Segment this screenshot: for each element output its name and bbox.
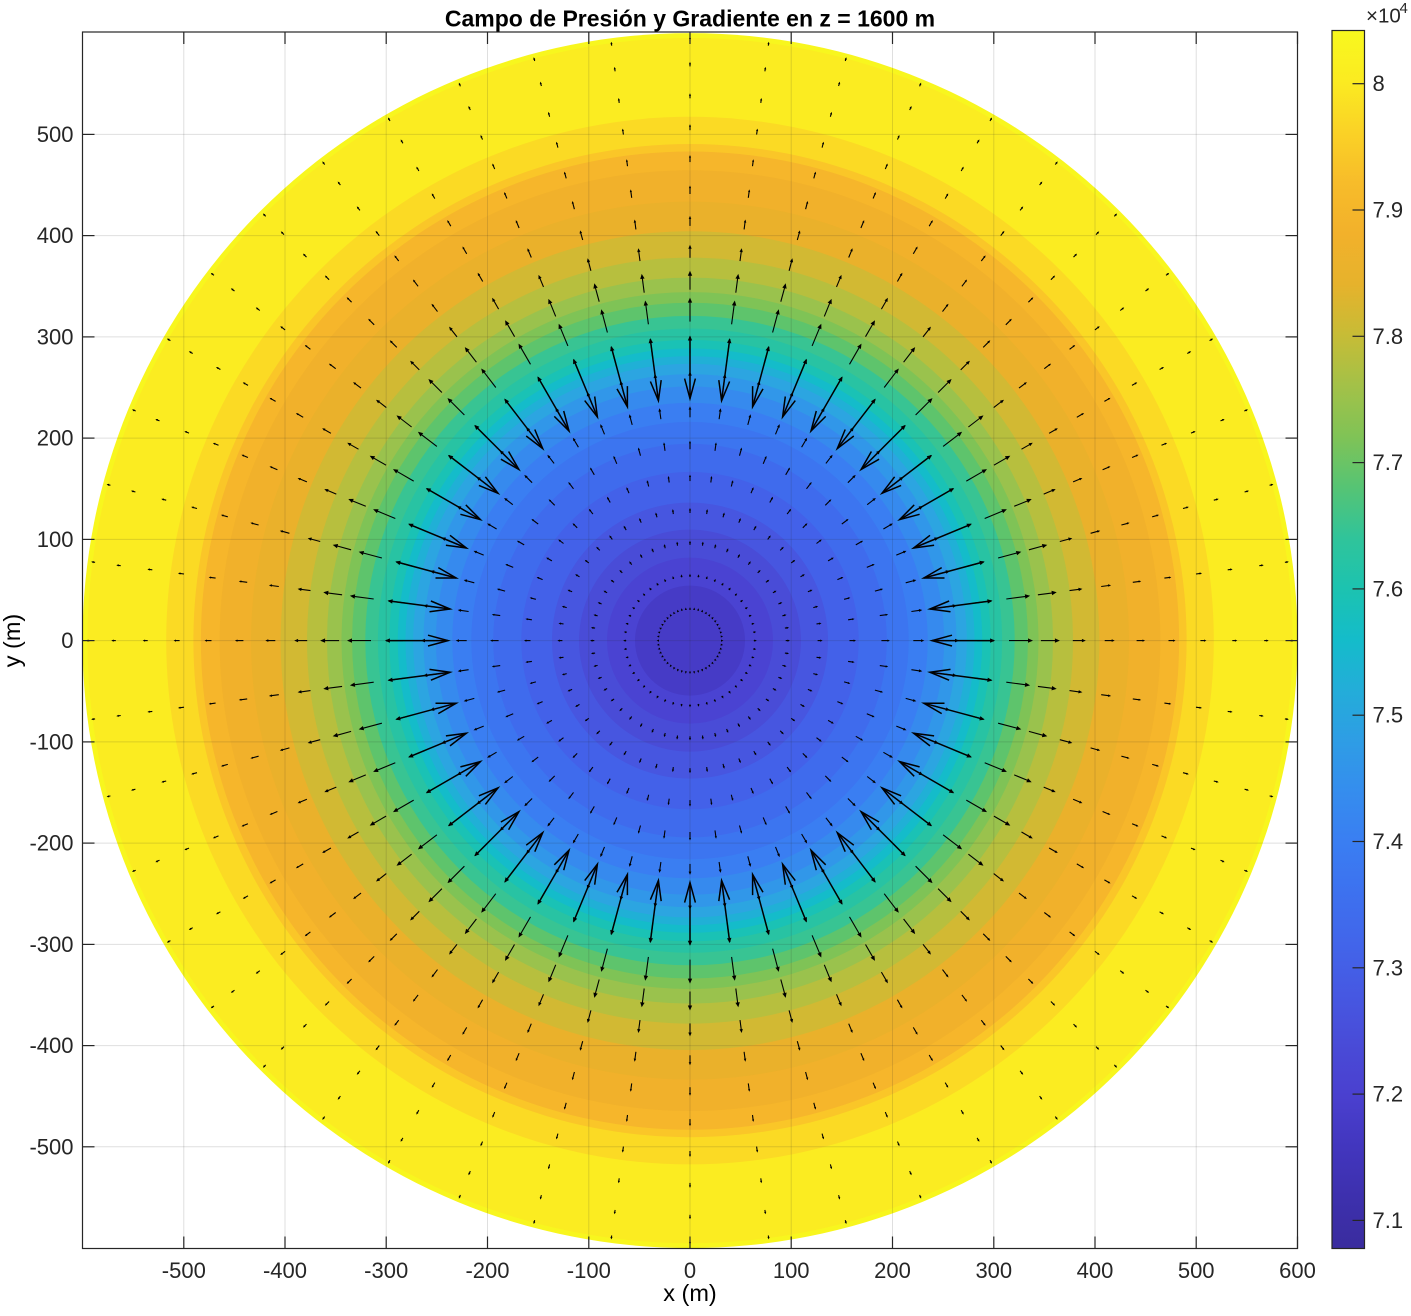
svg-text:-200: -200 [465,1258,509,1283]
svg-text:500: 500 [37,122,74,147]
svg-text:7.2: 7.2 [1373,1082,1404,1107]
svg-text:4: 4 [1400,0,1408,17]
svg-text:7.6: 7.6 [1373,576,1404,601]
svg-text:400: 400 [37,223,74,248]
svg-text:300: 300 [37,324,74,349]
svg-text:-400: -400 [29,1033,73,1058]
svg-text:500: 500 [1178,1258,1215,1283]
svg-text:-100: -100 [29,729,73,754]
svg-text:7.4: 7.4 [1373,829,1404,854]
svg-text:-400: -400 [263,1258,307,1283]
svg-text:-500: -500 [29,1134,73,1159]
svg-text:7.1: 7.1 [1373,1208,1404,1233]
svg-text:200: 200 [874,1258,911,1283]
svg-text:600: 600 [1279,1258,1316,1283]
svg-text:7.3: 7.3 [1373,955,1404,980]
svg-text:7.8: 7.8 [1373,324,1404,349]
svg-text:-500: -500 [162,1258,206,1283]
svg-text:0: 0 [61,628,73,653]
svg-text:7.7: 7.7 [1373,450,1404,475]
svg-text:7.5: 7.5 [1373,703,1404,728]
svg-text:x (m): x (m) [663,1280,717,1306]
svg-text:7.9: 7.9 [1373,198,1404,223]
svg-text:0: 0 [684,1258,696,1283]
svg-text:Campo de Presión y Gradiente e: Campo de Presión y Gradiente en z = 1600… [445,6,935,32]
svg-text:8: 8 [1373,71,1385,96]
svg-text:100: 100 [37,527,74,552]
svg-text:-300: -300 [364,1258,408,1283]
svg-text:200: 200 [37,426,74,451]
svg-text:400: 400 [1077,1258,1114,1283]
svg-text:×10: ×10 [1366,5,1401,28]
svg-text:y (m): y (m) [0,614,25,668]
svg-text:300: 300 [975,1258,1012,1283]
svg-text:-300: -300 [29,932,73,957]
svg-text:-200: -200 [29,831,73,856]
svg-text:-100: -100 [567,1258,611,1283]
svg-text:100: 100 [773,1258,810,1283]
